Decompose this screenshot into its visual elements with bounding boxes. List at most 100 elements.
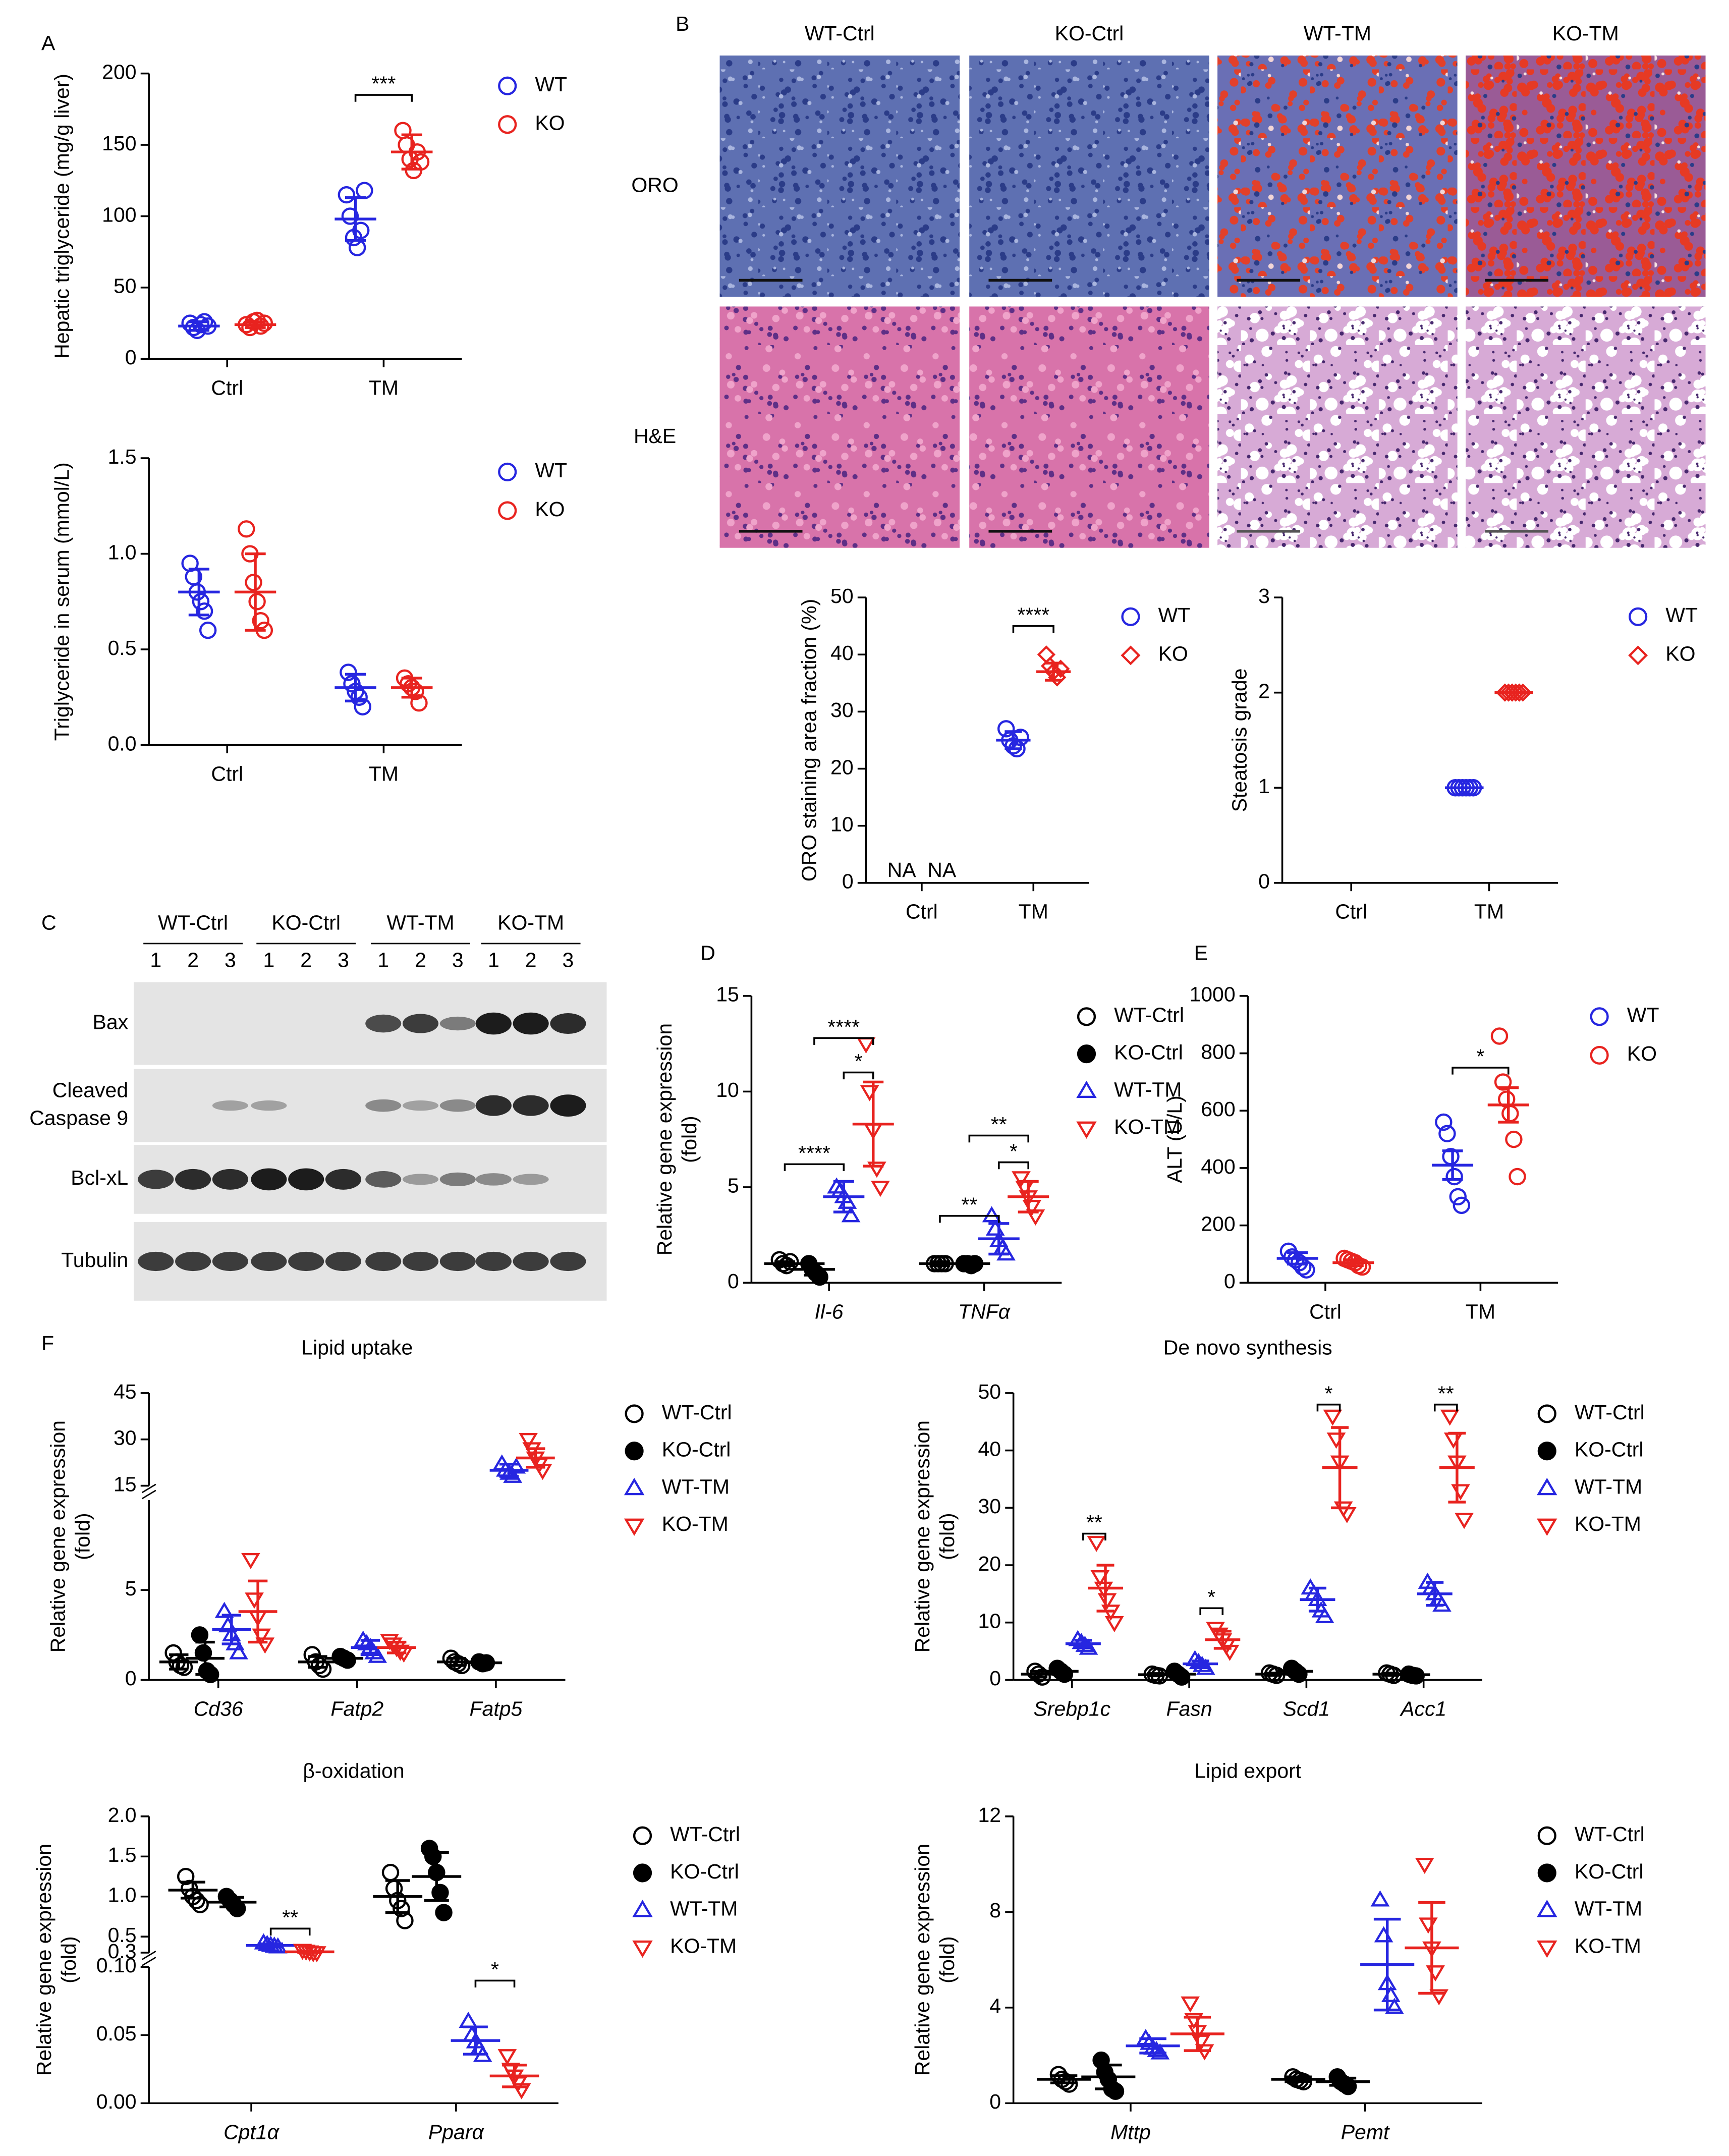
legend-label: WT [1627, 1004, 1659, 1027]
error-bar [180, 1881, 205, 1900]
y-axis-label: (fold) [935, 1936, 959, 1983]
legend-marker [1629, 607, 1648, 626]
chart-title: De novo synthesis [1163, 1336, 1332, 1359]
y-tick-label: 0.0 [108, 732, 137, 755]
significance-label: * [1207, 1585, 1215, 1609]
data-point [1181, 1996, 1200, 2013]
data-point [252, 612, 269, 630]
data-point [997, 720, 1015, 738]
blot-band [439, 1251, 476, 1272]
blot-band [439, 1099, 476, 1112]
data-point [507, 1457, 526, 1474]
data-point [407, 683, 424, 700]
error-bar [774, 1260, 796, 1267]
legend-marker [1537, 1826, 1556, 1845]
blot-band [513, 1174, 549, 1185]
blot-band [325, 1251, 362, 1272]
x-tick-label: TM [1019, 900, 1048, 923]
data-point [229, 1643, 248, 1660]
panel-label: F [41, 1332, 54, 1355]
error-bar [804, 1262, 825, 1277]
blot-band [212, 1169, 248, 1190]
y-tick-label: 4 [989, 1995, 1001, 2018]
data-point [338, 186, 356, 204]
legend-label: WT [535, 73, 567, 96]
blot-band [402, 1174, 439, 1185]
y-tick-label: 50 [978, 1380, 1001, 1403]
y-tick-label: 2 [1258, 679, 1270, 702]
data-point [1415, 1857, 1434, 1874]
blot-band [365, 1099, 402, 1112]
micrograph [1217, 56, 1458, 297]
error-bar [360, 1639, 380, 1656]
blot-band [475, 1095, 512, 1116]
data-point [352, 222, 370, 239]
error-bar [988, 1222, 1010, 1256]
error-bar [1498, 1086, 1519, 1124]
error-bar [959, 1260, 980, 1267]
data-point [1494, 1073, 1512, 1091]
error-bar [1286, 1667, 1304, 1676]
legend-marker [498, 76, 517, 95]
data-point [1509, 1168, 1526, 1186]
error-bar [1096, 1564, 1114, 1613]
data-point [341, 207, 359, 225]
data-point [177, 1867, 195, 1886]
error-bar [1448, 1431, 1466, 1504]
y-axis-label: (fold) [935, 1513, 959, 1560]
x-tick-label: TM [1466, 1300, 1495, 1323]
legend-label: KO-Ctrl [670, 1860, 739, 1883]
legend-marker [1076, 1121, 1097, 1139]
data-point [191, 1626, 209, 1644]
data-point [1455, 1513, 1474, 1529]
error-bar [219, 1896, 244, 1909]
legend-label: KO-TM [1575, 1512, 1641, 1535]
panel-label: A [41, 31, 55, 54]
x-tick-label: Cd36 [194, 1697, 243, 1720]
data-point [245, 574, 262, 591]
legend-label: KO-Ctrl [1114, 1041, 1183, 1064]
error-bar [1418, 1901, 1445, 1995]
legend-marker [1628, 645, 1648, 666]
significance-label: * [1010, 1139, 1018, 1163]
x-tick-label: Fasn [1166, 1697, 1212, 1720]
error-bar [1169, 1670, 1187, 1679]
lane-label: 3 [563, 948, 574, 971]
y-tick-label: 0.5 [108, 636, 137, 659]
blot-band [402, 1014, 439, 1033]
x-tick-label: Ctrl [1309, 1300, 1342, 1323]
micrograph [969, 306, 1209, 548]
error-bar [245, 320, 266, 329]
data-point [252, 317, 269, 335]
legend-marker [1537, 1477, 1557, 1496]
y-tick-label: 30 [830, 698, 854, 722]
legend-label: WT-Ctrl [1575, 1822, 1645, 1846]
error-bar [473, 1661, 492, 1666]
y-axis-label: Relative gene expression [653, 1023, 676, 1255]
significance-bracket [843, 1071, 874, 1080]
y-tick-label: 20 [830, 755, 854, 779]
error-bar [424, 1851, 449, 1902]
blot-row-label: Cleaved [52, 1079, 128, 1102]
legend-label: WT-Ctrl [662, 1401, 732, 1424]
y-axis-label: (fold) [678, 1116, 701, 1163]
x-tick-label: Acc1 [1399, 1697, 1446, 1720]
data-point [354, 698, 372, 715]
data-point [214, 1601, 234, 1618]
error-bar [499, 1462, 519, 1478]
lane-label: 3 [225, 948, 236, 971]
legend-marker [1537, 1863, 1556, 1883]
x-tick-label: TM [369, 762, 399, 785]
blot-band [513, 1012, 549, 1035]
error-bar [248, 1579, 268, 1644]
error-bar [1095, 2063, 1122, 2090]
error-bar [863, 1080, 884, 1168]
significance-label: ** [991, 1113, 1007, 1136]
legend-label: WT-TM [1114, 1078, 1182, 1101]
error-bar [385, 1879, 410, 1914]
error-bar [1139, 2037, 1166, 2055]
y-axis-label: Relative gene expression [911, 1420, 934, 1652]
data-point [1051, 659, 1070, 678]
significance-label: * [1325, 1381, 1333, 1405]
blot-band [550, 1094, 586, 1117]
